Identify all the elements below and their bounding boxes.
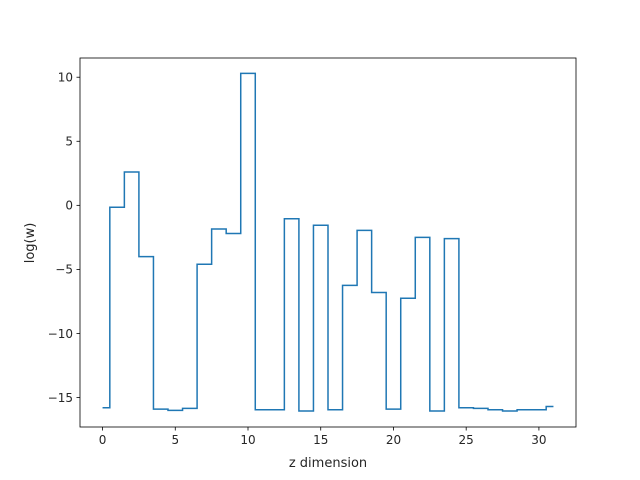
- y-tick-label: 10: [58, 71, 73, 85]
- y-tick-label: −15: [48, 391, 73, 405]
- x-tick-label: 15: [313, 433, 328, 447]
- series-layer: [102, 72, 554, 412]
- y-tick-label: −10: [48, 327, 73, 341]
- axes-layer: [79, 57, 577, 428]
- x-tick-label: 20: [386, 433, 401, 447]
- x-tick-label: 30: [531, 433, 546, 447]
- x-tick-label: 0: [99, 433, 107, 447]
- x-tick-label: 10: [240, 433, 255, 447]
- series-line-0: [102, 72, 554, 412]
- y-tick-label: 0: [65, 199, 73, 213]
- y-tick-label: −5: [55, 263, 73, 277]
- y-axis-ticks: −15 −10 −5 0 5 10: [48, 71, 80, 405]
- y-tick-label: 5: [65, 135, 73, 149]
- x-tick-label: 25: [459, 433, 474, 447]
- x-axis-label: z dimension: [289, 456, 367, 471]
- x-tick-label: 5: [171, 433, 179, 447]
- axes-frame: [79, 57, 577, 428]
- y-axis-label: log(w): [23, 223, 38, 264]
- x-axis-ticks: 0 5 10 15 20 25 30: [99, 427, 547, 447]
